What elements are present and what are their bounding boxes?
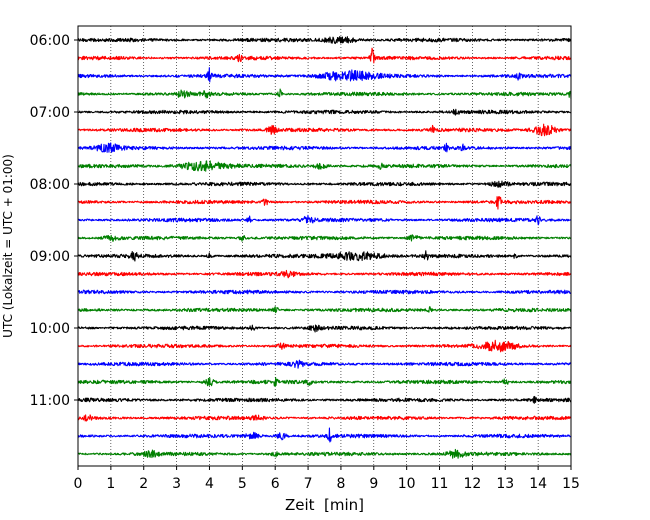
plot-frame <box>77 25 572 467</box>
seismic-trace <box>77 108 572 116</box>
y-tick-label: 06:00 <box>30 33 70 49</box>
x-tick-label: 1 <box>106 476 115 492</box>
seismic-trace <box>77 234 572 243</box>
seismic-trace <box>77 47 572 64</box>
x-axis-ticks: 0 1 2 3 4 5 6 7 8 9 10 11 12 13 14 15 <box>74 466 580 492</box>
x-tick-label: 5 <box>238 476 247 492</box>
seismic-trace <box>77 250 572 262</box>
trace-group <box>77 35 572 459</box>
x-tick-label: 10 <box>398 476 416 492</box>
seismic-trace <box>77 289 572 295</box>
seismic-trace <box>77 180 572 188</box>
x-tick-label: 2 <box>139 476 148 492</box>
seismic-trace <box>77 35 572 45</box>
seismic-trace <box>77 448 572 459</box>
y-axis-ticks: 06:00 07:00 08:00 09:00 10:00 11:00 <box>30 33 78 409</box>
y-tick-label: 08:00 <box>30 177 70 193</box>
x-tick-label: 6 <box>271 476 280 492</box>
seismic-trace <box>77 160 572 172</box>
x-tick-label: 8 <box>336 476 345 492</box>
seismic-trace <box>77 359 572 369</box>
seismic-trace <box>77 414 572 422</box>
y-axis-label: UTC (Lokalzeit = UTC + 01:00) <box>1 154 15 338</box>
seismic-trace <box>77 305 572 314</box>
seismic-trace <box>77 67 572 83</box>
x-tick-label: 0 <box>74 476 83 492</box>
x-tick-label: 14 <box>529 476 547 492</box>
seismic-trace <box>77 427 572 443</box>
y-tick-label: 10:00 <box>30 321 70 337</box>
y-tick-label: 11:00 <box>30 393 70 409</box>
x-tick-label: 7 <box>304 476 313 492</box>
x-tick-label: 4 <box>205 476 214 492</box>
x-tick-label: 9 <box>369 476 378 492</box>
x-tick-label: 3 <box>172 476 181 492</box>
seismic-trace <box>77 395 572 404</box>
x-tick-label: 11 <box>431 476 449 492</box>
seismic-trace <box>77 196 572 210</box>
seismic-trace <box>77 88 572 100</box>
seismic-trace <box>77 269 572 279</box>
seismic-trace <box>77 324 572 333</box>
x-axis-label: Zeit [min] <box>285 496 364 514</box>
y-tick-label: 07:00 <box>30 105 70 121</box>
y-tick-label: 09:00 <box>30 249 70 265</box>
seismic-trace <box>77 142 572 153</box>
seismic-trace <box>77 123 572 137</box>
x-tick-label: 13 <box>496 476 514 492</box>
x-tick-label: 12 <box>463 476 481 492</box>
x-tick-label: 15 <box>562 476 580 492</box>
seismic-trace <box>77 339 572 353</box>
seismic-trace <box>77 376 572 388</box>
seismic-trace <box>77 214 572 226</box>
